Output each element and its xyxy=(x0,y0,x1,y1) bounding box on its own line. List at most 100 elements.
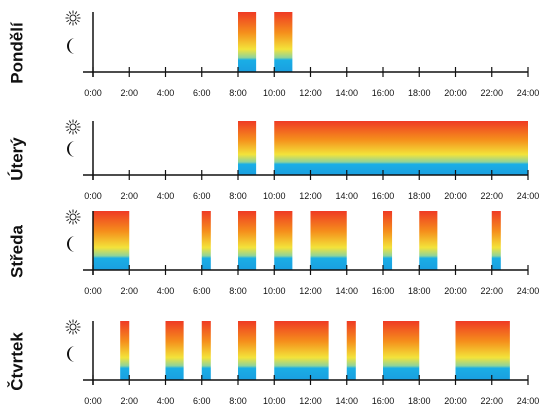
tick-label: 6:00 xyxy=(193,396,211,406)
tick-label: 6:00 xyxy=(193,191,211,201)
sun-core xyxy=(69,323,77,331)
heating-block xyxy=(201,321,211,380)
tick-label: 4:00 xyxy=(157,191,175,201)
tick-label: 20:00 xyxy=(444,396,467,406)
sun-ray xyxy=(68,330,72,334)
tick-label: 24:00 xyxy=(517,88,540,98)
sun-icon xyxy=(65,319,81,335)
sun-ray xyxy=(66,13,70,17)
tick-label: 10:00 xyxy=(263,191,286,201)
sun-ray xyxy=(66,322,70,326)
tick-label: 24:00 xyxy=(517,396,540,406)
day-label: Čtvrtek xyxy=(7,332,26,391)
sun-ray xyxy=(74,320,78,324)
tick-label: 22:00 xyxy=(480,88,503,98)
tick-label: 2:00 xyxy=(120,286,138,296)
tick-label: 10:00 xyxy=(263,88,286,98)
heating-block xyxy=(274,12,293,72)
sun-ray xyxy=(76,128,80,132)
sun-ray xyxy=(76,218,80,222)
sun-core xyxy=(69,123,77,131)
moon-icon xyxy=(67,346,75,362)
sun-ray xyxy=(66,328,70,332)
sun-ray xyxy=(66,19,70,23)
tick-label: 20:00 xyxy=(444,286,467,296)
sun-ray xyxy=(76,322,80,326)
sun-ray xyxy=(68,11,72,15)
sun-core xyxy=(69,14,77,22)
heating-block xyxy=(238,12,257,72)
sun-ray xyxy=(68,210,72,214)
tick-label: 2:00 xyxy=(120,88,138,98)
heating-block xyxy=(120,321,130,380)
heating-block xyxy=(93,211,130,270)
sun-ray xyxy=(76,328,80,332)
sun-icon xyxy=(65,10,81,26)
heating-block xyxy=(383,321,420,380)
heating-block xyxy=(455,321,510,380)
tick-label: 14:00 xyxy=(335,88,358,98)
sun-ray xyxy=(76,212,80,216)
tick-label: 12:00 xyxy=(299,191,322,201)
tick-label: 4:00 xyxy=(157,88,175,98)
sun-ray xyxy=(68,220,72,224)
tick-label: 18:00 xyxy=(408,191,431,201)
heating-block xyxy=(238,121,257,175)
tick-label: 2:00 xyxy=(120,396,138,406)
sun-ray xyxy=(66,128,70,132)
sun-ray xyxy=(66,218,70,222)
sun-ray xyxy=(76,13,80,17)
tick-label: 24:00 xyxy=(517,286,540,296)
sun-icon xyxy=(65,209,81,225)
sun-core xyxy=(69,213,77,221)
sun-ray xyxy=(68,320,72,324)
tick-label: 12:00 xyxy=(299,396,322,406)
tick-label: 20:00 xyxy=(444,88,467,98)
tick-label: 24:00 xyxy=(517,191,540,201)
heating-block xyxy=(310,211,347,270)
sun-ray xyxy=(76,19,80,23)
heating-block xyxy=(419,211,438,270)
heating-block xyxy=(383,211,393,270)
day-label: Pondělí xyxy=(7,21,26,84)
tick-label: 0:00 xyxy=(84,396,102,406)
tick-label: 10:00 xyxy=(263,396,286,406)
heating-block xyxy=(238,321,257,380)
tick-label: 14:00 xyxy=(335,286,358,296)
tick-label: 16:00 xyxy=(372,191,395,201)
tick-label: 0:00 xyxy=(84,286,102,296)
tick-label: 16:00 xyxy=(372,286,395,296)
moon-icon xyxy=(67,236,75,252)
tick-label: 16:00 xyxy=(372,396,395,406)
heating-block xyxy=(274,211,293,270)
day-label: Úterý xyxy=(7,137,26,181)
sun-ray xyxy=(74,120,78,124)
tick-label: 8:00 xyxy=(229,191,247,201)
sun-ray xyxy=(74,210,78,214)
tick-label: 22:00 xyxy=(480,286,503,296)
sun-ray xyxy=(74,220,78,224)
sun-ray xyxy=(66,122,70,126)
sun-ray xyxy=(74,21,78,25)
tick-label: 14:00 xyxy=(335,191,358,201)
heating-block xyxy=(238,211,257,270)
tick-label: 0:00 xyxy=(84,88,102,98)
moon-icon xyxy=(67,141,75,157)
sun-ray xyxy=(74,11,78,15)
sun-icon xyxy=(65,119,81,135)
sun-ray xyxy=(68,130,72,134)
tick-label: 2:00 xyxy=(120,191,138,201)
tick-label: 14:00 xyxy=(335,396,358,406)
moon-icon xyxy=(67,38,75,54)
tick-label: 20:00 xyxy=(444,191,467,201)
heating-block xyxy=(274,121,528,175)
tick-label: 12:00 xyxy=(299,286,322,296)
tick-label: 8:00 xyxy=(229,88,247,98)
sun-ray xyxy=(74,130,78,134)
day-label: Středa xyxy=(7,225,26,278)
tick-label: 10:00 xyxy=(263,286,286,296)
tick-label: 6:00 xyxy=(193,88,211,98)
heating-block xyxy=(201,211,211,270)
tick-label: 6:00 xyxy=(193,286,211,296)
